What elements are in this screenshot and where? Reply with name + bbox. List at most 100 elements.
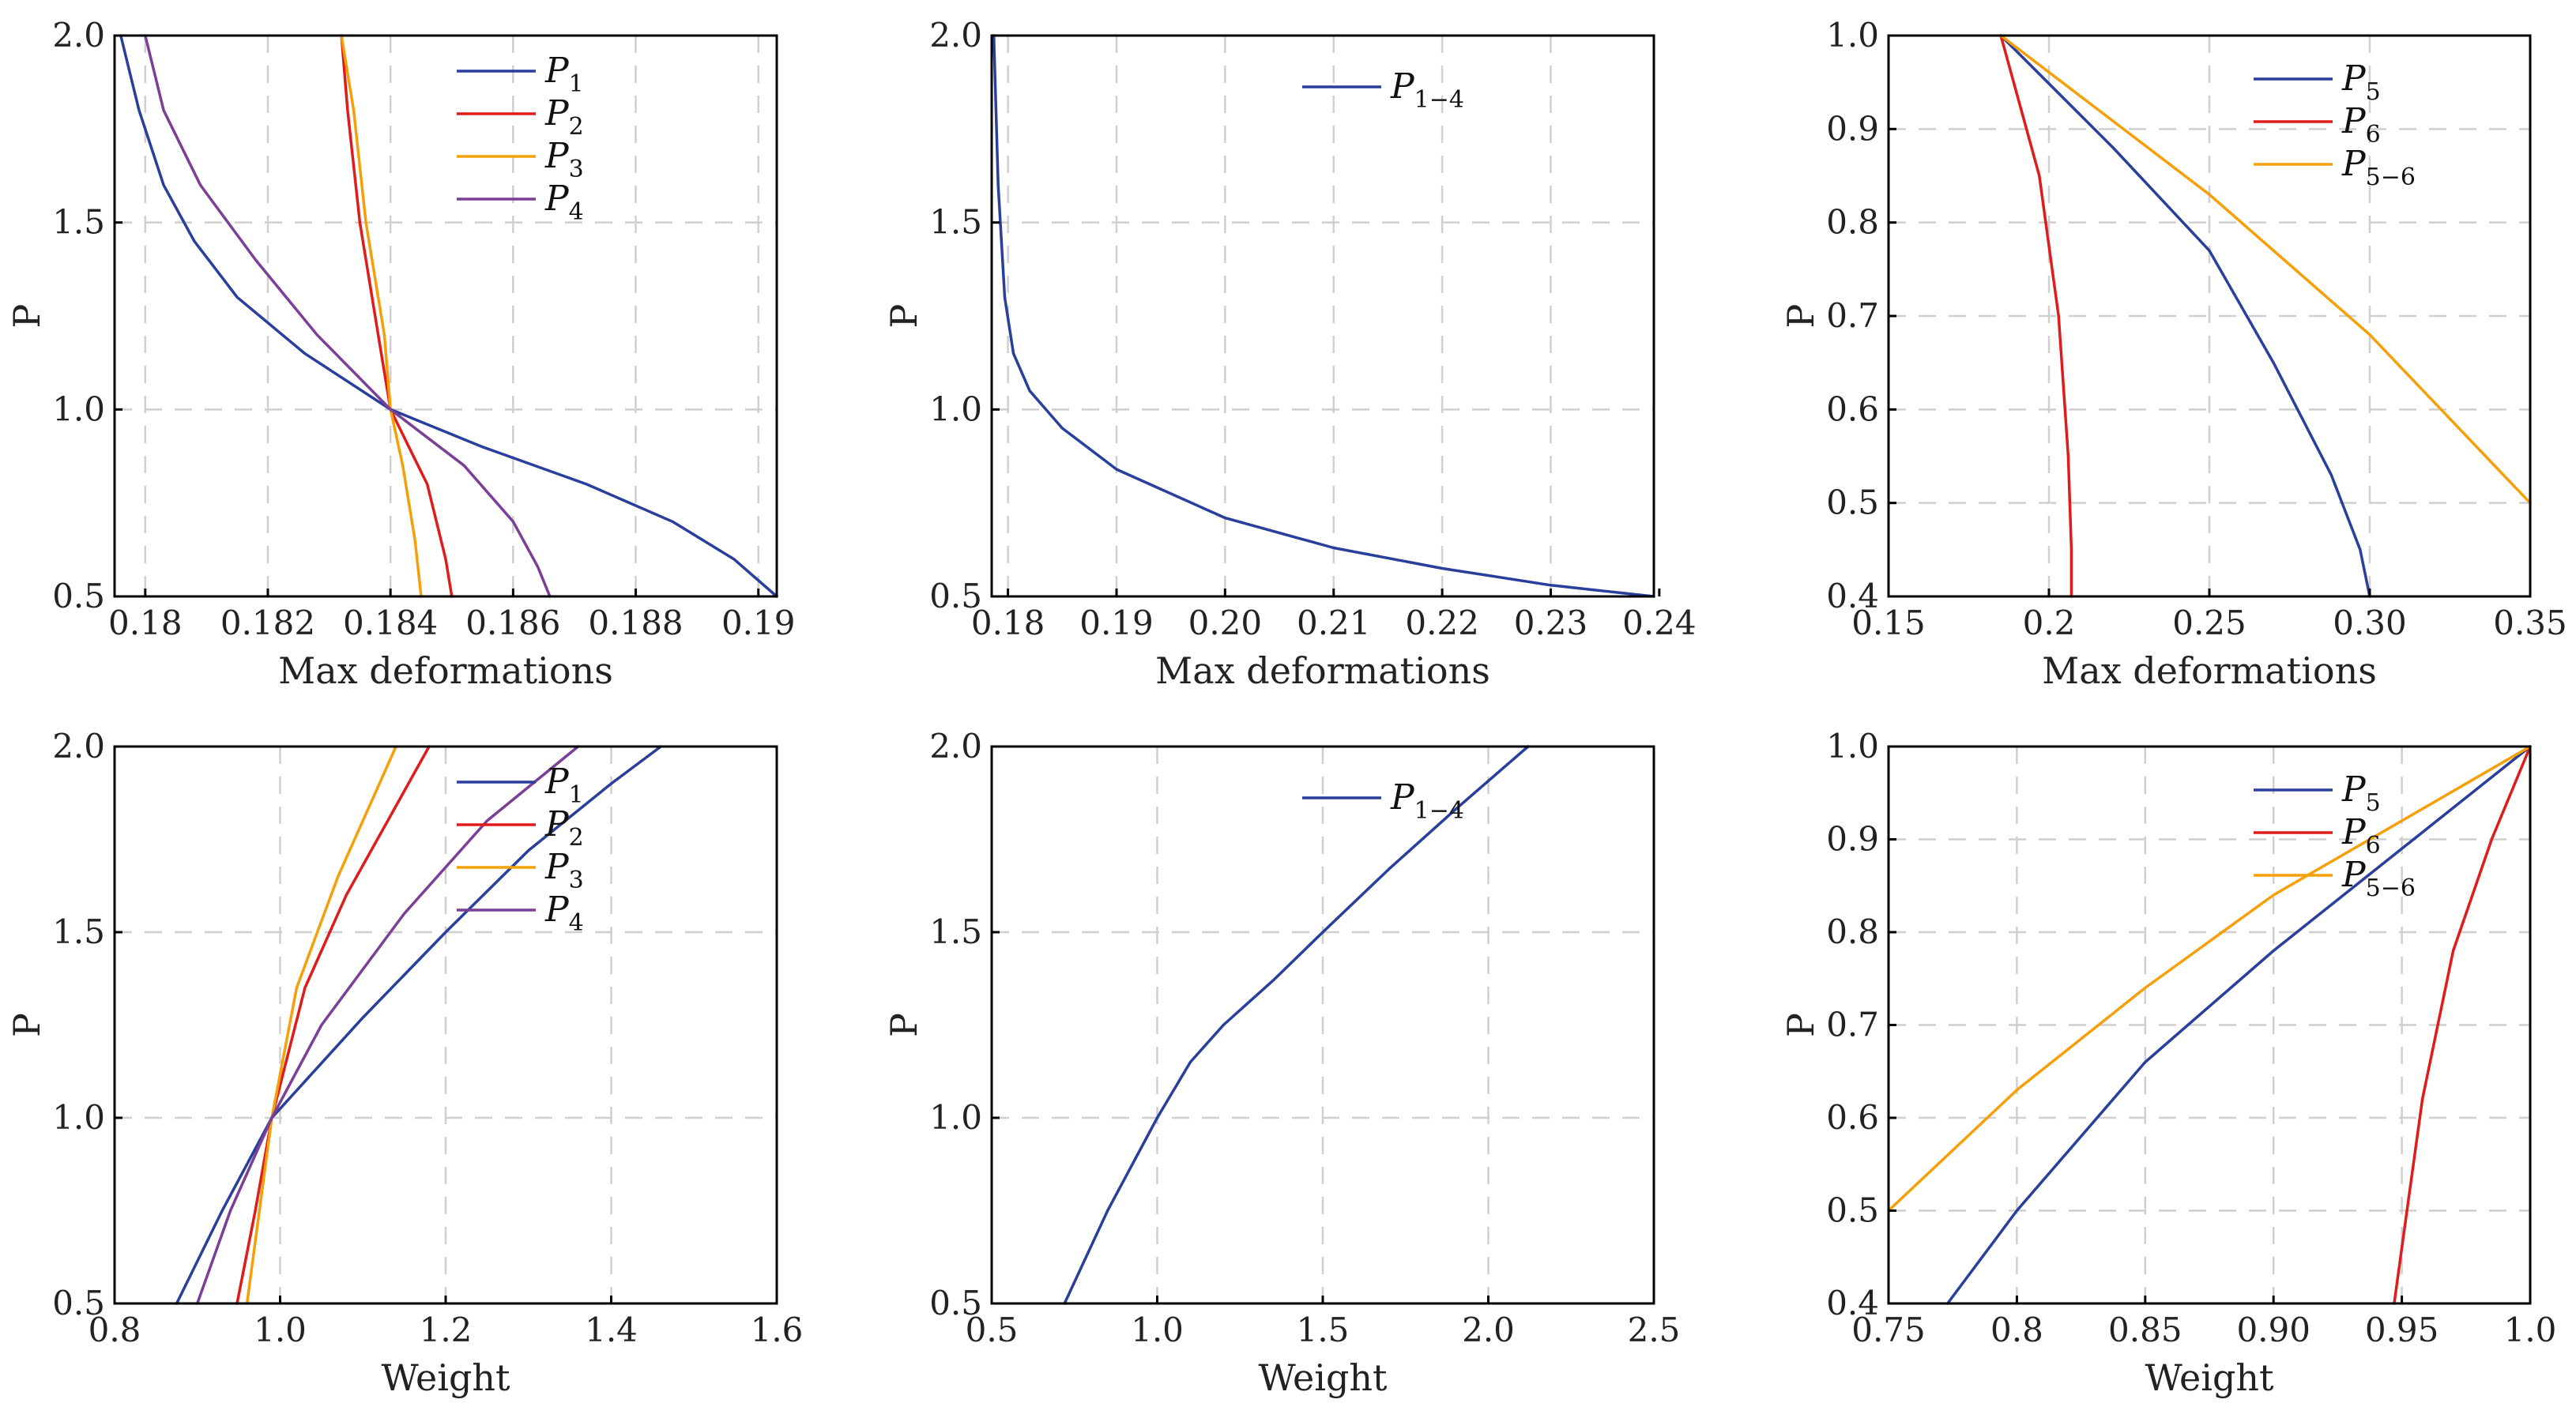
y-tick-label: 1.0 [52,1098,105,1137]
y-tick-label: 1.0 [52,389,105,428]
x-axis-label: Weight [2145,1356,2274,1399]
y-axis-label: P [1779,1013,1822,1037]
x-axis-label: Max deformations [2042,649,2377,692]
y-tick-label: 0.4 [1826,1284,1879,1322]
y-tick-label: 2.0 [929,727,982,765]
series-line-p1 [119,34,778,598]
x-tick-label: 2.5 [1628,1311,1681,1349]
y-tick-label: 2.0 [929,16,982,55]
y-tick-label: 1.0 [1826,727,1879,765]
series-line-p5 [1945,745,2532,1305]
series-line-p5 [1999,34,2371,598]
x-tick-label: 0.2 [2023,604,2076,642]
series-line-p1 [175,745,663,1305]
y-axis-label: P [1779,304,1822,329]
x-tick-label: 0.19 [721,604,796,642]
y-tick-label: 0.4 [1826,577,1879,615]
x-tick-label: 1.2 [420,1311,473,1349]
legend-entry: P6 [2341,101,2381,149]
y-axis-label: P [883,1013,925,1037]
x-axis-label: Weight [1258,1356,1388,1399]
series-line-p2 [235,745,431,1305]
x-axis-label: Weight [381,1356,510,1399]
x-tick-label: 0.75 [1851,1311,1926,1349]
subplot-4: 0.8 1.0 1.2 1.4 1.6 0.5 1.0 1.5 2.0 Weight P P1P2P3… [6,727,803,1399]
series-line-p5-6 [1887,745,2532,1213]
legend-entry: P2 [544,804,584,852]
x-tick-label: 0.8 [89,1311,141,1349]
legend-entry: P5 [2341,769,2381,817]
legend-entry: P4 [544,179,584,226]
y-tick-label: 0.7 [1826,296,1879,335]
y-tick-label: 1.5 [52,203,105,242]
x-tick-label: 0.182 [220,604,315,642]
legend-entry: P5−6 [2341,855,2416,902]
y-tick-label: 0.5 [1826,483,1879,522]
x-tick-label: 0.5 [966,1311,1019,1349]
x-tick-label: 0.22 [1405,604,1479,642]
x-tick-label: 0.19 [1079,604,1154,642]
x-tick-label: 0.90 [2236,1311,2310,1349]
x-tick-label: 0.18 [971,604,1045,642]
series-line-p6 [2393,745,2532,1305]
x-tick-label: 2.0 [1462,1311,1515,1349]
x-tick-label: 0.186 [465,604,560,642]
subplot-3: 0.15 0.2 0.25 0.30 0.35 0.4 0.5 0.6 0.7 0.8 0.9 1.0… [1779,16,2567,692]
y-tick-label: 0.7 [1826,1006,1879,1044]
x-tick-label: 0.8 [1990,1311,2043,1349]
y-tick-label: 1.5 [52,912,105,951]
x-tick-label: 0.25 [2172,604,2246,642]
x-tick-label: 1.5 [1297,1311,1350,1349]
y-tick-label: 0.9 [1826,109,1879,148]
y-tick-label: 0.5 [52,1284,105,1322]
y-axis-label: P [6,1013,48,1037]
y-tick-label: 1.0 [929,389,982,428]
subplot-6: 0.75 0.8 0.85 0.90 0.95 1.0 0.4 0.5 0.6 0.7 0.8 0.9… [1779,727,2556,1399]
x-tick-label: 0.15 [1851,604,1926,642]
y-tick-label: 0.6 [1826,1098,1879,1137]
y-tick-label: 0.5 [929,1284,982,1322]
series-line-p4 [195,745,580,1305]
legend-entry: P3 [544,847,584,894]
x-tick-label: 0.35 [2493,604,2567,642]
y-axis-label: P [6,304,48,329]
x-axis-label: Max deformations [1155,649,1490,692]
y-tick-label: 1.0 [1826,16,1879,55]
legend-entry: P1−4 [1390,66,1464,114]
plot-frame [990,34,1655,598]
y-tick-label: 0.5 [929,577,982,615]
series-line-p3 [245,745,397,1305]
x-tick-label: 0.24 [1622,604,1697,642]
y-tick-label: 0.8 [1826,203,1879,242]
y-tick-label: 2.0 [52,16,105,55]
legend-entry: P5 [2341,58,2381,106]
legend-entry: P6 [2341,812,2381,859]
y-tick-label: 2.0 [52,727,105,765]
x-tick-label: 1.0 [254,1311,307,1349]
series-line-p6 [1999,34,2073,598]
x-tick-label: 0.30 [2333,604,2407,642]
plot-frame [113,34,778,598]
x-tick-label: 0.188 [588,604,683,642]
legend-entry: P1−4 [1390,777,1464,825]
legend-entry: P3 [544,136,584,183]
y-axis-label: P [883,304,925,329]
y-tick-label: 1.0 [929,1098,982,1137]
series-line-p5-6 [1999,34,2532,505]
y-tick-label: 0.5 [52,577,105,615]
x-tick-label: 1.0 [1131,1311,1184,1349]
y-tick-label: 0.9 [1826,820,1879,859]
legend-entry: P1 [544,762,584,809]
x-tick-label: 0.85 [2108,1311,2182,1349]
x-tick-label: 1.0 [2504,1311,2557,1349]
series-line-p4 [144,34,552,598]
x-tick-label: 0.20 [1188,604,1263,642]
y-tick-label: 1.5 [929,203,982,242]
legend-entry: P1 [544,51,584,98]
series-line-p3 [340,34,423,598]
